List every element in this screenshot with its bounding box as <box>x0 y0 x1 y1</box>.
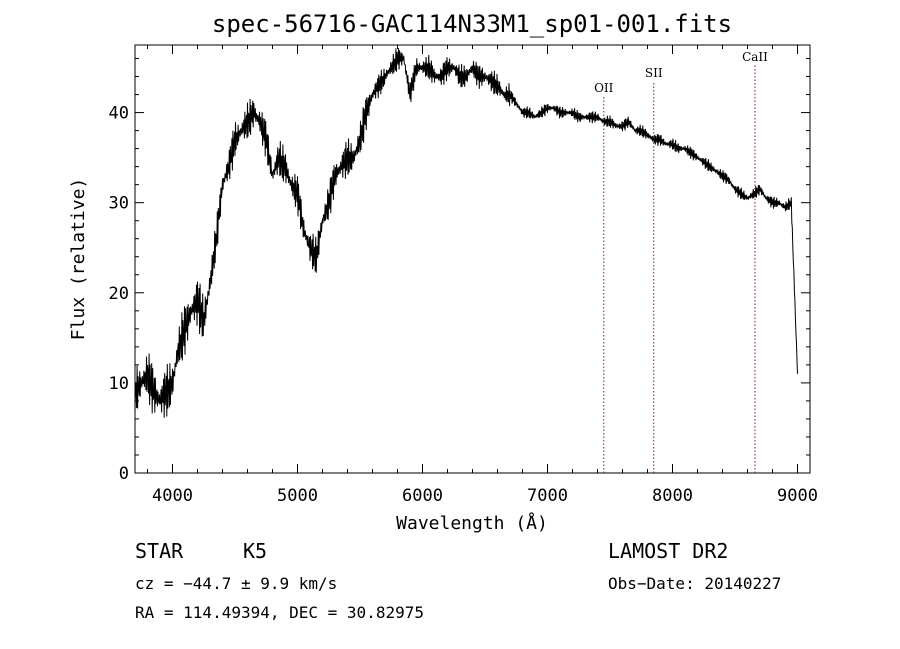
marker-label-caii: CaII <box>742 50 768 64</box>
y-tick-label: 10 <box>109 374 129 394</box>
x-tick-label: 6000 <box>402 486 443 506</box>
x-tick-label: 7000 <box>527 486 568 506</box>
redshift-velocity: cz = −44.7 ± 9.9 km/s <box>135 574 338 593</box>
y-tick-label: 40 <box>109 104 129 124</box>
y-axis-label: Flux (relative) <box>68 178 89 341</box>
x-tick-label: 8000 <box>652 486 693 506</box>
y-tick-label: 0 <box>119 464 129 484</box>
y-tick-label: 30 <box>109 194 129 214</box>
axis-ticks: 4000 5000 6000 7000 8000 9000 0 10 20 30 40 <box>109 45 818 506</box>
survey-name: LAMOST DR2 <box>608 539 729 563</box>
plot-frame <box>134 44 811 474</box>
object-class: STAR <box>135 539 184 563</box>
marker-label-oii: OII <box>594 81 614 95</box>
emission-line-markers: OII SII CaII <box>594 50 768 473</box>
spectrum-line-0 <box>134 48 798 418</box>
plot-area: OII SII CaII 4000 5000 6000 7000 8000 9000 0 10 20… <box>109 44 818 506</box>
x-tick-label: 5000 <box>277 486 318 506</box>
series-group <box>134 48 798 418</box>
x-axis-label: Wavelength (Å) <box>396 512 548 534</box>
marker-label-sii: SII <box>645 66 663 80</box>
x-tick-label: 4000 <box>152 486 193 506</box>
observation-date: Obs−Date: 20140227 <box>608 574 782 593</box>
spectral-subclass: K5 <box>243 539 268 563</box>
coordinates: RA = 114.49394, DEC = 30.82975 <box>135 603 424 622</box>
chart-title: spec-56716-GAC114N33M1_sp01-001.fits <box>212 10 732 38</box>
x-tick-label: 9000 <box>777 486 818 506</box>
y-tick-label: 20 <box>109 284 129 304</box>
